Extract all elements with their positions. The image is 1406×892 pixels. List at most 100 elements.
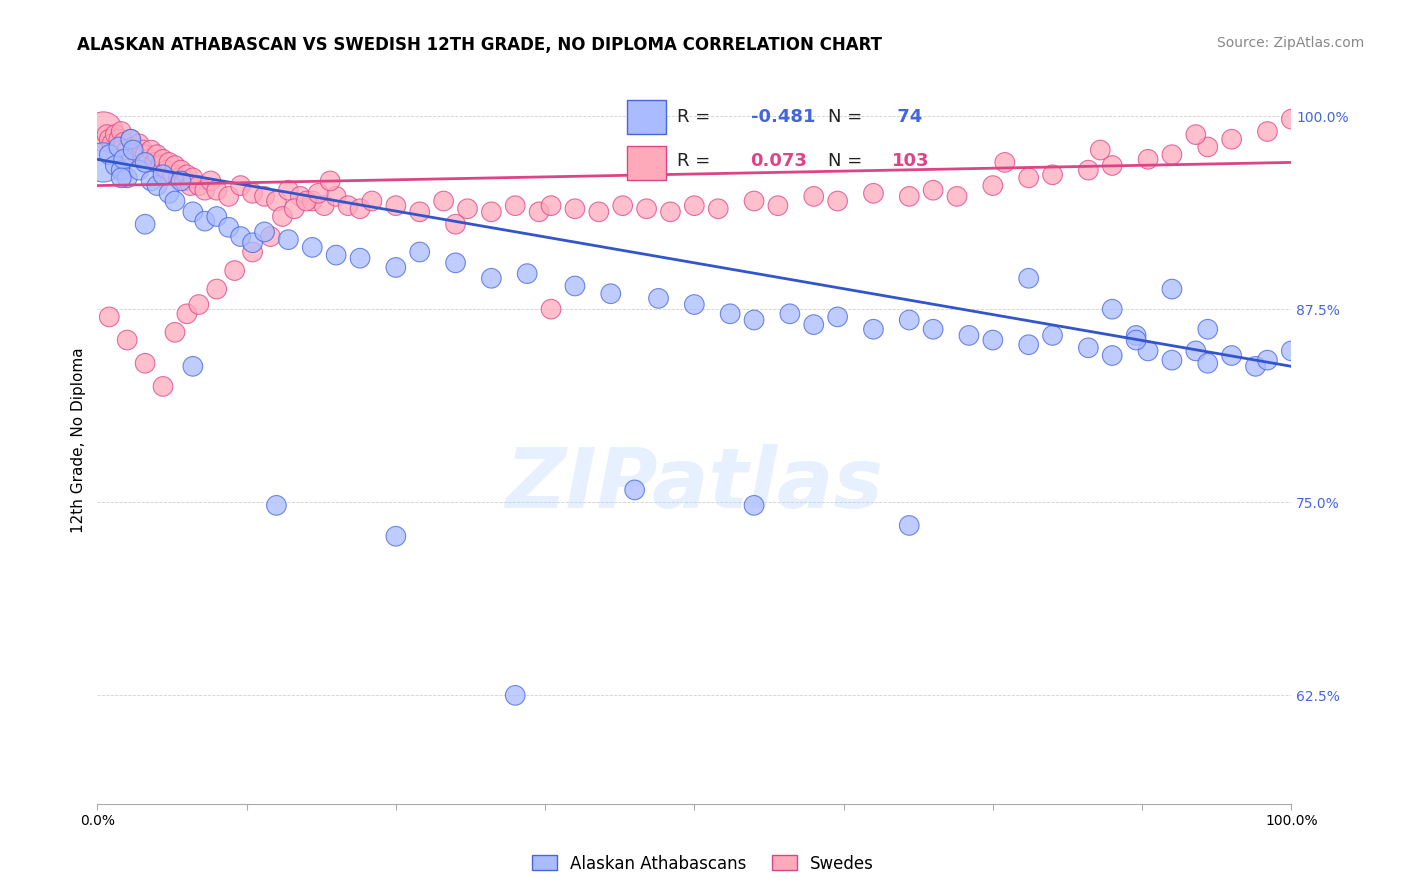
Point — [149, 159, 172, 173]
Point — [157, 155, 180, 169]
Y-axis label: 12th Grade, No Diploma: 12th Grade, No Diploma — [72, 348, 86, 533]
Point — [301, 240, 323, 254]
Text: ALASKAN ATHABASCAN VS SWEDISH 12TH GRADE, NO DIPLOMA CORRELATION CHART: ALASKAN ATHABASCAN VS SWEDISH 12TH GRADE… — [77, 36, 883, 54]
Point — [205, 210, 228, 224]
Point — [98, 132, 121, 146]
Point — [1185, 343, 1208, 358]
Point — [444, 217, 467, 231]
Point — [922, 183, 945, 197]
Point — [138, 153, 160, 167]
Point — [218, 189, 240, 203]
Point — [898, 313, 921, 327]
Point — [205, 282, 228, 296]
Point — [325, 248, 347, 262]
Point — [283, 202, 305, 216]
Point — [120, 132, 142, 146]
Point — [766, 199, 789, 213]
Point — [167, 170, 190, 185]
Point — [112, 136, 135, 150]
Point — [301, 194, 323, 208]
Point — [1279, 112, 1302, 127]
Point — [981, 333, 1004, 347]
Point — [1256, 124, 1278, 138]
Point — [827, 310, 849, 324]
Point — [139, 143, 162, 157]
Text: Source: ZipAtlas.com: Source: ZipAtlas.com — [1216, 36, 1364, 50]
Point — [128, 163, 150, 178]
Point — [179, 178, 201, 193]
Point — [349, 251, 371, 265]
Point — [242, 235, 264, 250]
Point — [1220, 132, 1243, 146]
Point — [314, 199, 336, 213]
Point — [115, 333, 138, 347]
Point — [1256, 353, 1278, 368]
Point — [361, 194, 384, 208]
Point — [194, 183, 217, 197]
Point — [100, 136, 122, 151]
Point — [636, 202, 658, 216]
Point — [163, 194, 186, 208]
Point — [155, 163, 177, 178]
Point — [134, 147, 156, 161]
Point — [134, 356, 156, 370]
Point — [115, 143, 138, 157]
Point — [1018, 170, 1040, 185]
Point — [134, 217, 156, 231]
Point — [104, 159, 127, 173]
Point — [898, 518, 921, 533]
Point — [827, 194, 849, 208]
Point — [1042, 168, 1064, 182]
Point — [152, 153, 174, 167]
Point — [1161, 147, 1184, 161]
Point — [96, 128, 118, 142]
Point — [108, 140, 131, 154]
Point — [718, 307, 741, 321]
Point — [122, 140, 145, 154]
Point — [277, 233, 299, 247]
Point — [259, 229, 281, 244]
Point — [612, 199, 634, 213]
Point — [1101, 349, 1123, 363]
Point — [683, 199, 706, 213]
Point — [253, 225, 276, 239]
Point — [564, 279, 586, 293]
Point — [588, 204, 610, 219]
Point — [229, 178, 252, 193]
Point — [152, 168, 174, 182]
Point — [862, 186, 884, 201]
Point — [1197, 356, 1219, 370]
Point — [170, 174, 193, 188]
Point — [349, 202, 371, 216]
Point — [176, 168, 198, 182]
Point — [271, 210, 294, 224]
Point — [181, 359, 204, 374]
Point — [128, 136, 150, 151]
Point — [139, 174, 162, 188]
Point — [1125, 328, 1147, 343]
Point — [456, 202, 478, 216]
Point — [803, 189, 825, 203]
Point — [187, 178, 209, 193]
Point — [1137, 343, 1160, 358]
Point — [564, 202, 586, 216]
Point — [200, 174, 222, 188]
Point — [1197, 140, 1219, 154]
Point — [946, 189, 969, 203]
Point — [479, 271, 502, 285]
Point — [1101, 302, 1123, 317]
Point — [319, 174, 342, 188]
Text: ZIPatlas: ZIPatlas — [505, 443, 883, 524]
Point — [1161, 353, 1184, 368]
Point — [112, 153, 135, 167]
Point — [503, 199, 526, 213]
Point — [91, 155, 114, 169]
Point — [181, 170, 204, 185]
Point — [409, 204, 432, 219]
Point — [707, 202, 730, 216]
Point — [803, 318, 825, 332]
Point — [266, 499, 288, 513]
Point — [1090, 143, 1112, 157]
Point — [205, 183, 228, 197]
Point — [479, 204, 502, 219]
